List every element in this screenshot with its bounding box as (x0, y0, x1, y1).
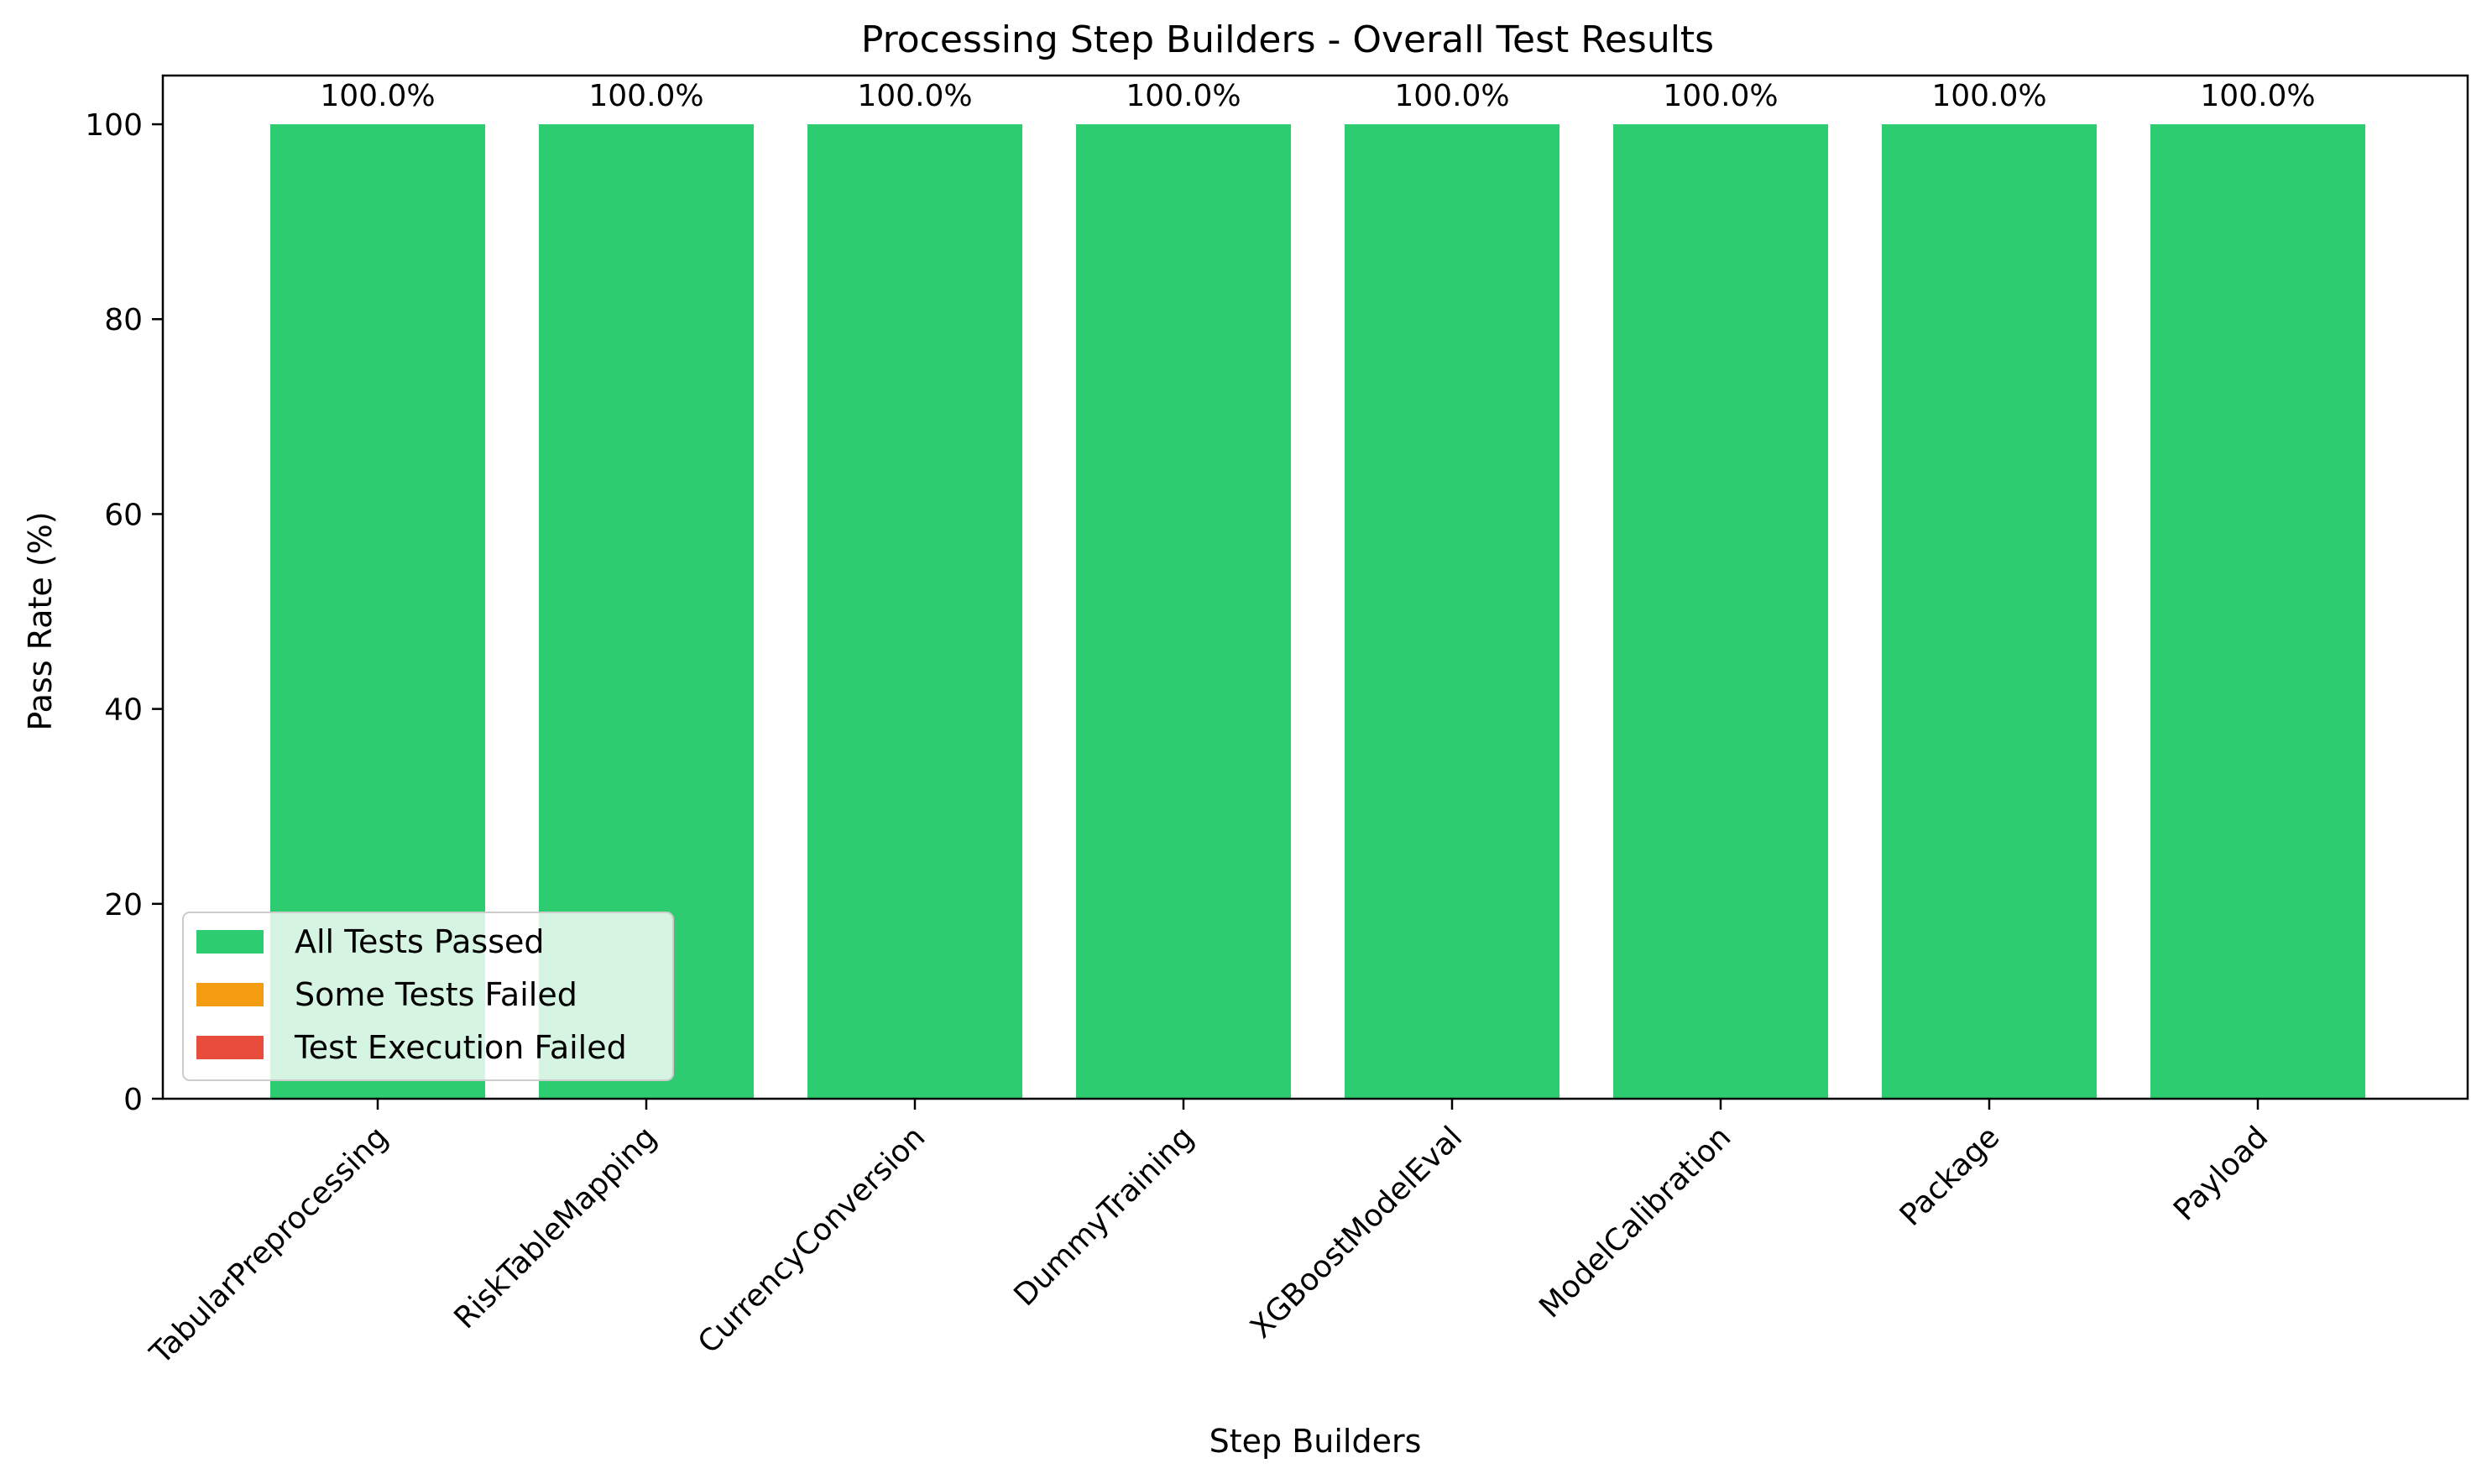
bar-ModelCalibration (1613, 124, 1828, 1100)
plot-area: 100.0% 100.0% 100.0% 100.0% 100.0% 100.0% 100.… (85, 74, 2469, 1372)
legend-label-all-passed: All Tests Passed (295, 923, 545, 960)
bar-Payload (2150, 124, 2365, 1100)
data-label: 100.0% (1394, 79, 1509, 113)
bar-XGBoostModelEval (1345, 124, 1559, 1100)
legend-box (182, 912, 674, 1081)
y-tick-label: 40 (104, 693, 143, 728)
data-label: 100.0% (2200, 79, 2315, 113)
data-label: 100.0% (1126, 79, 1241, 113)
data-label: 100.0% (857, 79, 972, 113)
y-tick-label: 0 (123, 1083, 143, 1117)
legend: All Tests Passed Some Tests Failed Test Ex… (182, 912, 674, 1081)
x-axis-label: Step Builders (1209, 1423, 1422, 1460)
y-tick-label: 100 (85, 108, 143, 143)
legend-swatch-execution-failed (196, 1036, 264, 1059)
data-label: 100.0% (1663, 79, 1778, 113)
data-label: 100.0% (1931, 79, 2046, 113)
y-tick-label: 60 (104, 498, 143, 532)
y-tick-label: 20 (104, 888, 143, 922)
legend-swatch-some-failed (196, 983, 264, 1006)
bar-CurrencyConversion (807, 124, 1022, 1100)
y-axis-label: Pass Rate (%) (22, 511, 59, 730)
data-label: 100.0% (320, 79, 435, 113)
plot-frame (161, 74, 2469, 1100)
bar-DummyTraining (1076, 124, 1291, 1100)
legend-label-some-failed: Some Tests Failed (295, 976, 577, 1013)
bar-Package (1882, 124, 2097, 1100)
data-label: 100.0% (588, 79, 703, 113)
legend-swatch-all-passed (196, 930, 264, 954)
legend-label-execution-failed: Test Execution Failed (294, 1029, 627, 1066)
chart-title: Processing Step Builders - Overall Test … (861, 18, 1714, 61)
y-tick-label: 80 (104, 303, 143, 337)
